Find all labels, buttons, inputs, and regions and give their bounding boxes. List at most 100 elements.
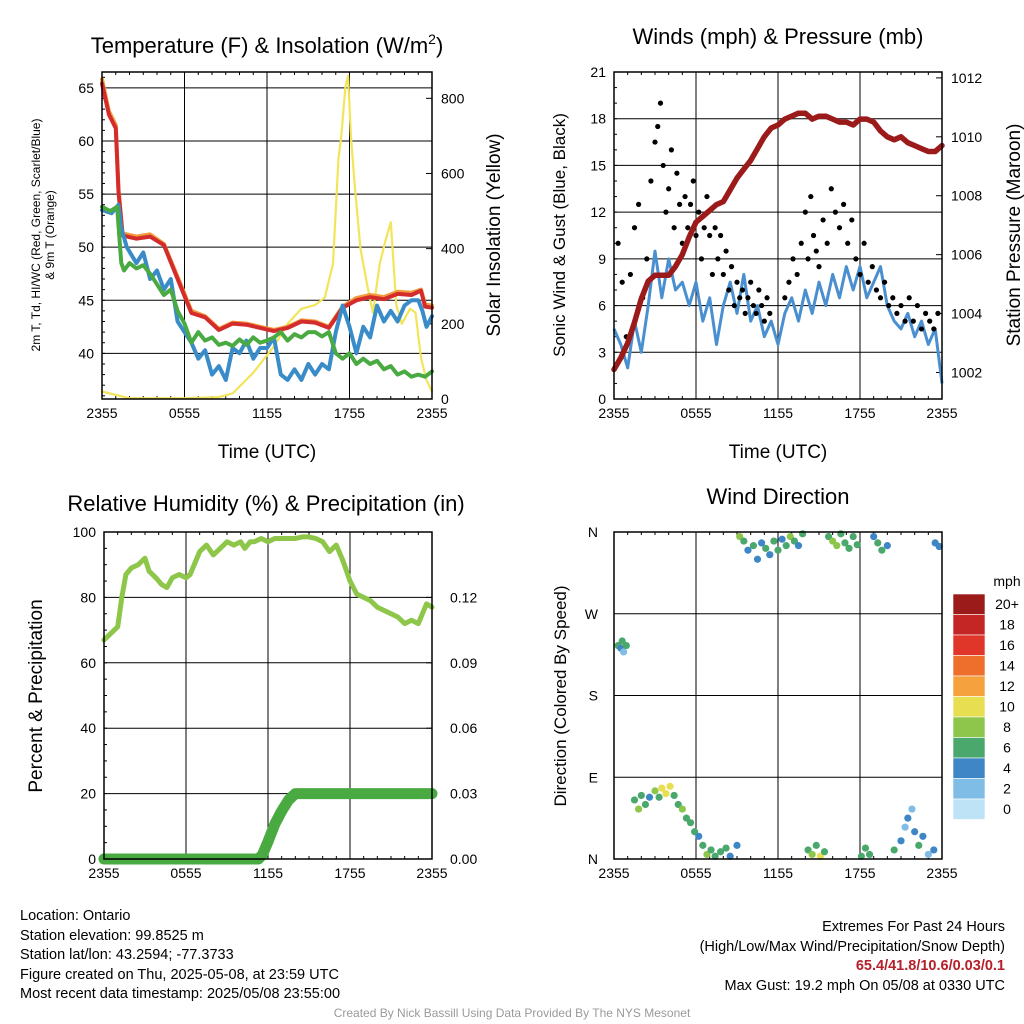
gust-point xyxy=(701,225,707,231)
direction-point xyxy=(897,837,905,845)
gust-point xyxy=(636,201,642,207)
direction-point xyxy=(711,852,719,860)
direction-point xyxy=(890,846,898,854)
gust-point xyxy=(824,240,830,246)
y-right-tick-label: 800 xyxy=(441,90,465,106)
direction-point xyxy=(678,805,686,813)
colorbar-swatch xyxy=(952,634,986,656)
gust-point xyxy=(674,170,680,176)
winds-pressure-panel: 2355 0555 1155 1755 235503691215182110021004… xyxy=(550,24,1024,463)
gust-point xyxy=(923,310,929,316)
direction-point xyxy=(662,790,670,798)
y-tick-label: W xyxy=(585,606,599,622)
gust-point xyxy=(816,264,822,270)
direction-point xyxy=(753,555,762,563)
direction-point xyxy=(915,841,923,849)
direction-point xyxy=(812,841,820,849)
gust-point xyxy=(660,162,666,169)
humidity-precipitation-panel: 2355 0555 1155 1755 23550204060801000.000.03… xyxy=(26,491,477,881)
latlon-text: Station lat/lon: 43.2594; -77.3733 xyxy=(20,947,234,963)
colorbar-label: 8 xyxy=(1003,719,1011,735)
gust-point xyxy=(813,248,819,254)
direction-point xyxy=(808,850,816,859)
gust-point xyxy=(756,287,762,293)
gust-point xyxy=(906,295,912,301)
colorbar-label: 2 xyxy=(1003,781,1011,797)
direction-point xyxy=(908,805,916,813)
x-tick-label: 0555 xyxy=(680,865,711,881)
pressure-line xyxy=(611,110,945,373)
y-right-axis-label: Station Pressure (Maroon) xyxy=(1004,124,1024,347)
gust-point xyxy=(720,271,726,278)
gust-point xyxy=(631,225,638,231)
y-tick-label: 60 xyxy=(80,655,96,671)
colorbar-swatch xyxy=(952,737,986,759)
y-right-tick-label: 0.09 xyxy=(450,655,477,671)
gust-point xyxy=(832,209,839,215)
gust-point xyxy=(748,279,754,285)
gust-point xyxy=(861,240,867,246)
gust-point xyxy=(886,302,892,309)
recent-data-text: Most recent data timestamp: 2025/05/08 2… xyxy=(20,986,341,1002)
direction-point xyxy=(655,793,663,801)
direction-point xyxy=(758,539,766,547)
x-tick-label: 0555 xyxy=(170,865,201,881)
y-tick-label: N xyxy=(588,524,598,540)
y-tick-label: 55 xyxy=(78,186,94,202)
chart-title-main: Temperature (F) & Insolation (W/m xyxy=(91,33,428,58)
y-axis-label-line: 2m T, Td, HI/WC (Red, Green, Scarlet/Blu… xyxy=(29,119,43,352)
gust-point xyxy=(685,225,691,231)
gust-point xyxy=(648,178,654,184)
direction-point xyxy=(870,532,878,541)
direction-point xyxy=(930,846,938,854)
gust-point xyxy=(739,287,746,293)
extremes-subtitle: (High/Low/Max Wind/Precipitation/Snow De… xyxy=(699,938,1005,955)
credit-text: Created By Nick Bassill Using Data Provi… xyxy=(333,1006,691,1020)
y-tick-label: 40 xyxy=(80,720,96,736)
chart-title: Wind Direction xyxy=(706,484,849,509)
colorbar-swatch xyxy=(952,696,986,718)
y-axis-label-line: & 9m T (Orange) xyxy=(43,190,57,280)
y-tick-label: 60 xyxy=(78,133,94,149)
direction-point xyxy=(911,828,919,836)
x-tick-label: 0555 xyxy=(680,405,711,421)
y-tick-label: 65 xyxy=(78,80,94,96)
gust-point xyxy=(790,256,796,262)
gust-point xyxy=(877,295,884,301)
direction-point xyxy=(722,844,730,852)
gust-point xyxy=(927,318,933,324)
gust-point xyxy=(782,295,788,301)
y-right-tick-label: 1006 xyxy=(951,247,982,263)
colorbar-swatch xyxy=(952,716,986,738)
precipitation-line xyxy=(98,788,438,865)
direction-point xyxy=(774,546,782,554)
gust-point xyxy=(615,240,621,246)
y-axis-label: Sonic Wind & Gust (Blue, Black) xyxy=(550,113,569,357)
colorbar-title: mph xyxy=(993,573,1020,589)
y-right-tick-label: 1002 xyxy=(951,364,982,380)
direction-point xyxy=(717,848,725,856)
direction-point xyxy=(637,791,645,800)
gust-point xyxy=(709,271,716,278)
colorbar-label: 16 xyxy=(999,637,1015,653)
gust-point xyxy=(698,256,705,262)
gust-point xyxy=(849,217,855,223)
x-tick-label: 1155 xyxy=(253,865,283,881)
direction-point xyxy=(635,805,643,813)
direction-point xyxy=(726,852,734,860)
station-info: Location: Ontario Station elevation: 99.… xyxy=(20,907,340,1005)
colorbar-label: 4 xyxy=(1003,760,1011,776)
y-tick-label: 21 xyxy=(590,64,606,80)
y-tick-label: 3 xyxy=(598,344,606,360)
gust-point xyxy=(898,302,904,309)
y-right-tick-label: 1004 xyxy=(951,306,982,322)
gust-point xyxy=(728,264,735,270)
y-right-axis-label: Solar Insolation (Yellow) xyxy=(484,133,505,336)
direction-point xyxy=(782,542,790,550)
y-tick-label: 9 xyxy=(598,251,606,267)
x-axis-label: Time (UTC) xyxy=(218,442,317,463)
gust-point xyxy=(910,318,916,324)
direction-point xyxy=(924,850,932,859)
direction-point xyxy=(740,537,748,545)
y-right-tick-label: 400 xyxy=(441,241,465,257)
